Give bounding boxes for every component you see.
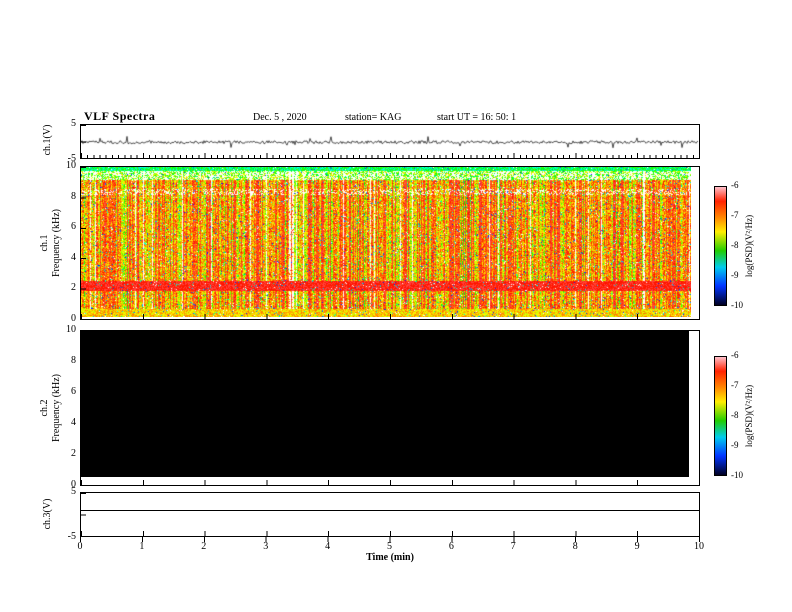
colorbar-tick-label: -7 (731, 380, 739, 390)
colorbar-tick-label: -8 (731, 410, 739, 420)
colorbar1-axis-label: log(PSD)(V²/Hz) (744, 214, 754, 278)
x-tick-label: 0 (77, 541, 83, 552)
x-tick-label: 9 (634, 541, 640, 552)
ch1-waveform-canvas (81, 125, 699, 158)
y-tick-label: 8 (71, 355, 76, 366)
plot-date: Dec. 5 , 2020 (253, 112, 307, 123)
x-tick-label: 6 (448, 541, 454, 552)
y-tick-label: 8 (71, 190, 76, 202)
x-tick-label: 3 (263, 541, 269, 552)
colorbar-ch1 (714, 186, 727, 306)
x-tick-label: 4 (325, 541, 331, 552)
x-axis-tick-marks (80, 537, 700, 542)
y-tick-label: 2 (71, 282, 76, 294)
y-tick-label: 6 (71, 221, 76, 233)
colorbar-tick-label: -9 (731, 270, 739, 280)
y-tick-label: 10 (66, 324, 76, 335)
y-tick-label: 4 (71, 417, 76, 428)
y-tick-label: 5 (71, 118, 76, 129)
ch1-spectrogram-canvas (81, 167, 691, 317)
ch3-trace-line (81, 510, 699, 511)
colorbar2-axis-label: log(PSD)(V²/Hz) (744, 384, 754, 448)
ch3-waveform-panel (80, 492, 700, 537)
station-label: station= KAG (345, 112, 402, 123)
ch2-channel-label: ch.2 (39, 399, 50, 417)
colorbar-tick-label: -10 (731, 470, 743, 480)
major-tick-marks (81, 480, 699, 485)
colorbar-tick-label: -10 (731, 300, 743, 310)
x-tick-label: 7 (510, 541, 516, 552)
colorbar-tick-label: -8 (731, 240, 739, 250)
y-tick-label: 4 (71, 251, 76, 263)
y-tick-label: 5 (71, 486, 76, 497)
x-tick-label: 8 (572, 541, 578, 552)
colorbar-tick-label: -7 (731, 210, 739, 220)
colorbar-tick-label: -6 (731, 180, 739, 190)
ch1-voltage-axis-label: ch.1(V) (42, 124, 53, 156)
colorbar-ch2 (714, 356, 727, 476)
x-axis-title: Time (min) (366, 552, 414, 563)
y-tick-label: -5 (67, 531, 76, 542)
x-tick-label: 5 (387, 541, 392, 552)
y-tick-label: 0 (71, 479, 76, 490)
y-tick-label: 2 (71, 448, 76, 459)
y-tick-label: -5 (67, 153, 76, 164)
ch2-spectrogram-panel (80, 330, 700, 486)
major-tick-marks (81, 531, 699, 536)
ch2-spectrogram-blackout (81, 331, 689, 477)
ch1-channel-label: ch.1 (39, 234, 50, 252)
plot-title: VLF Spectra (84, 109, 156, 123)
ch3-voltage-axis-label: ch.3(V) (42, 498, 53, 530)
y-tick-label: 0 (71, 313, 76, 324)
ch1-spectrogram-panel (80, 166, 700, 320)
x-tick-label: 10 (694, 541, 704, 552)
y-tick-label: 6 (71, 386, 76, 397)
colorbar-tick-label: -9 (731, 440, 739, 450)
ch1-waveform-panel (80, 124, 700, 159)
colorbar-tick-label: -6 (731, 350, 739, 360)
y-tick-label: 10 (66, 160, 76, 171)
x-tick-label: 1 (139, 541, 145, 552)
x-tick-label: 2 (201, 541, 207, 552)
y-tick-marks (81, 493, 86, 536)
start-ut-label: start UT = 16: 50: 1 (437, 112, 517, 123)
